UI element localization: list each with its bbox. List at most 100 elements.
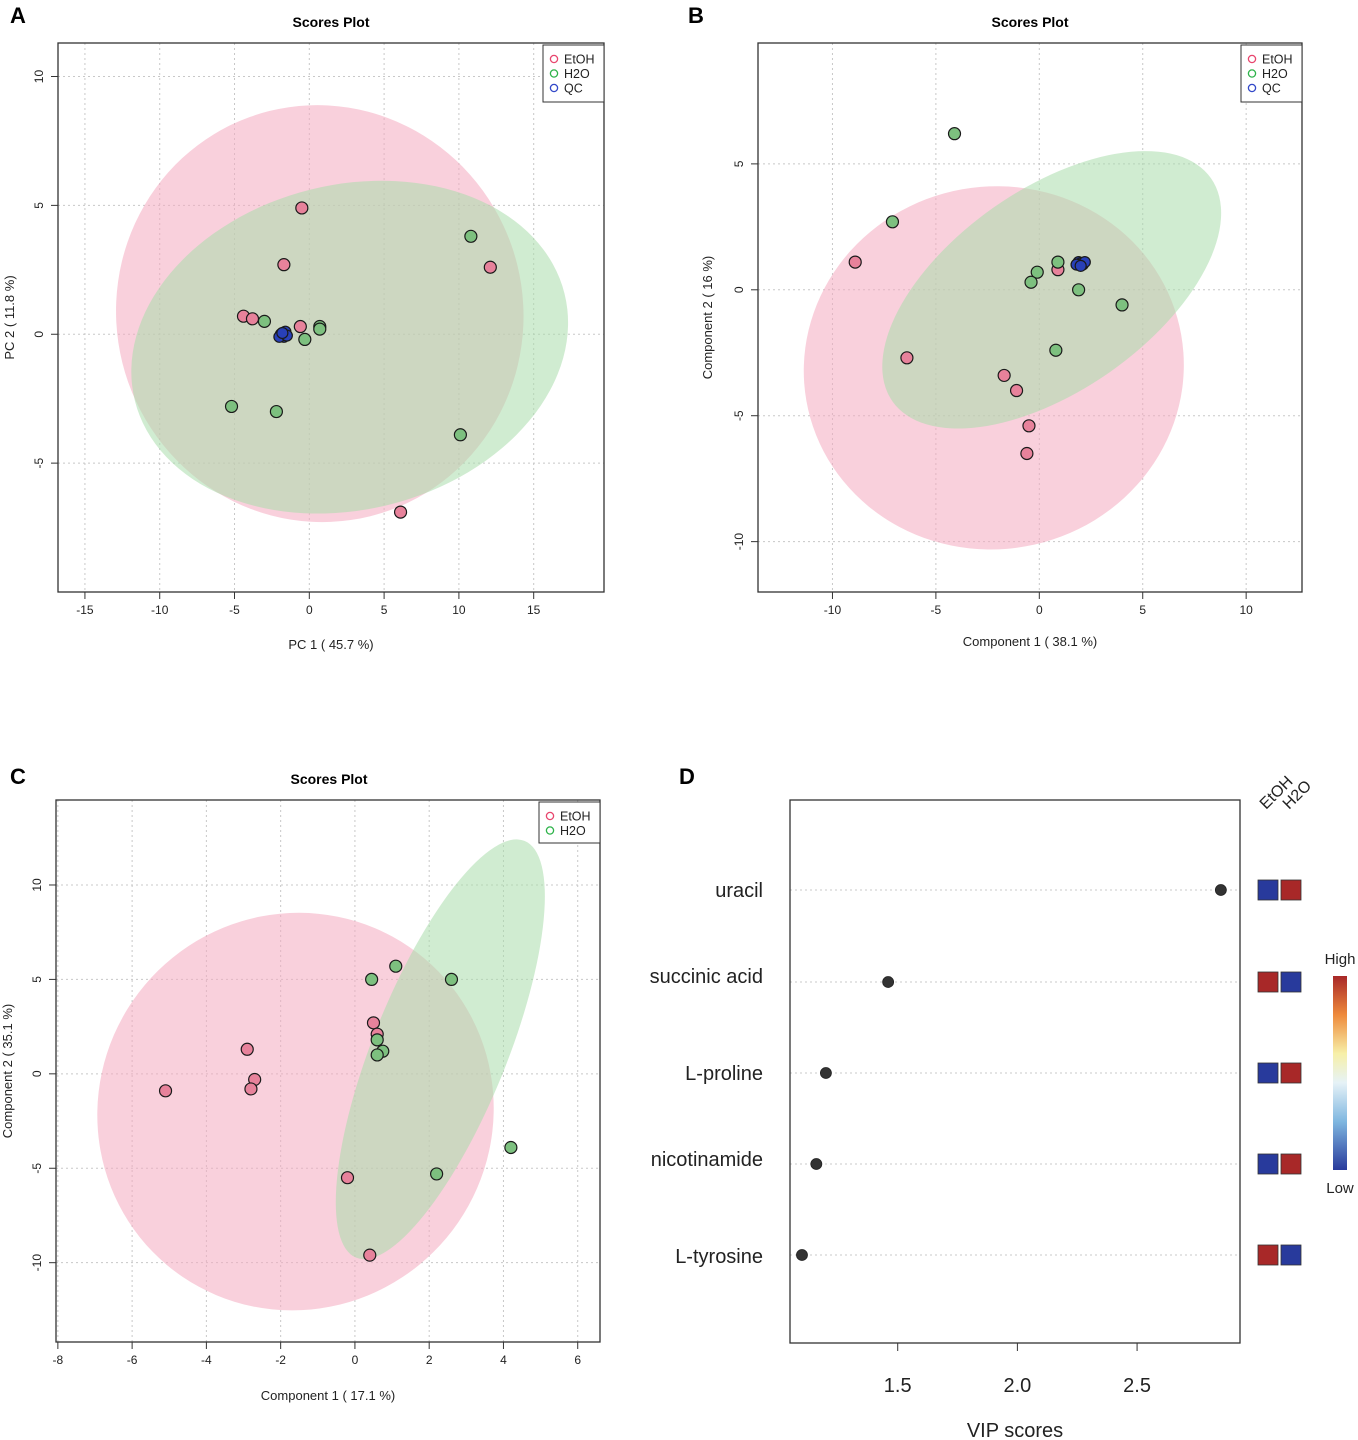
vip-score-point: [882, 976, 895, 988]
x-tick-label: 0: [1036, 603, 1043, 617]
legend-label-qc: QC: [1262, 82, 1281, 96]
data-point-h2o: [298, 332, 312, 347]
legend-marker-qc: [1247, 83, 1257, 93]
x-tick-label: 6: [574, 1353, 581, 1367]
x-tick-label: 2.5: [1123, 1375, 1151, 1397]
data-point-etoh: [393, 505, 408, 519]
panel-c: C Scores Plot -8 -6 -4 -2 0 2 4 6 -10 -5 0 5 10 Compone…: [0, 764, 601, 1403]
y-axis-label: Component 2 ( 35.1 %): [0, 1004, 15, 1138]
panel-label: A: [10, 3, 26, 28]
plot-title: Scores Plot: [290, 771, 367, 787]
data-point-etoh: [277, 258, 291, 272]
colorbar-high-label: High: [1325, 951, 1356, 968]
confidence-ellipse-h2o: [335, 839, 545, 1260]
data-point-h2o: [453, 428, 467, 442]
x-tick-label: 10: [1239, 603, 1253, 617]
data-point-h2o: [313, 322, 327, 336]
data-point-etoh: [295, 201, 309, 215]
data-point-qc: [276, 326, 289, 340]
legend-marker-h2o: [545, 826, 555, 835]
legend-label-etoh: EtOH: [560, 810, 591, 824]
x-axis-label: VIP scores: [967, 1420, 1063, 1440]
y-axis-label: Component 2 ( 16 %): [700, 256, 715, 380]
data-point-qc: [1074, 259, 1087, 272]
plot-frame: [55, 799, 601, 1343]
data-point-h2o: [370, 1033, 384, 1047]
y-tick-label: 5: [30, 976, 44, 983]
data-point-h2o: [947, 127, 962, 141]
y-axis-label: PC 2 ( 11.8 %): [2, 275, 17, 359]
legend-marker-etoh: [545, 811, 555, 821]
data-point-etoh: [997, 368, 1011, 383]
data-point-etoh: [240, 1042, 254, 1056]
heatmap-cell-etoh: [1257, 879, 1279, 901]
x-tick-label: 0: [352, 1353, 359, 1367]
legend-marker-qc: [549, 83, 559, 93]
x-axis-label: Component 1 ( 38.1 %): [963, 634, 1097, 649]
data-point-etoh: [1020, 446, 1034, 461]
x-tick-label: -8: [53, 1353, 64, 1367]
legend-label-h2o: H2O: [1262, 67, 1288, 81]
x-tick-label: -5: [229, 603, 240, 617]
panel-label: B: [688, 3, 704, 28]
data-point-h2o: [504, 1140, 518, 1155]
data-point-etoh: [340, 1171, 355, 1185]
data-point-h2o: [1051, 255, 1065, 269]
data-point-h2o: [1115, 298, 1129, 312]
data-point-h2o: [365, 972, 379, 987]
heatmap-cell-h2o: [1280, 971, 1302, 993]
data-point-etoh: [900, 351, 914, 365]
vip-score-point: [796, 1249, 808, 1261]
y-tick-label: -5: [732, 410, 746, 421]
legend-label-qc: QC: [564, 82, 583, 96]
category-label: uracil: [715, 880, 763, 902]
plot-frame: [757, 42, 1303, 593]
data-point-h2o: [1049, 343, 1063, 357]
data-point-h2o: [1072, 283, 1086, 297]
legend-marker-h2o: [549, 69, 559, 78]
x-tick-label: -10: [151, 603, 169, 617]
y-tick-label: -5: [30, 1163, 44, 1174]
confidence-ellipse-h2o: [882, 151, 1222, 429]
data-point-h2o: [269, 404, 283, 419]
heatmap-cell-h2o: [1280, 1244, 1302, 1266]
x-tick-label: 0: [306, 603, 313, 617]
data-point-h2o: [224, 399, 239, 414]
y-tick-label: 0: [32, 331, 46, 338]
x-tick-label: 4: [500, 1353, 507, 1367]
x-axis-label: PC 1 ( 45.7 %): [288, 637, 373, 652]
data-point-h2o: [885, 215, 900, 229]
data-point-etoh: [158, 1084, 173, 1098]
data-point-h2o: [430, 1167, 444, 1181]
legend-label-etoh: EtOH: [564, 53, 595, 67]
x-tick-label: -15: [76, 603, 94, 617]
legend-marker-etoh: [1247, 54, 1257, 64]
vip-score-point: [820, 1067, 832, 1079]
data-point-h2o: [370, 1048, 384, 1062]
panel-b: B Scores Plot -10 -5 0 5 10 -10 -5 0 5 Component 1 …: [688, 3, 1303, 649]
heatmap-cell-h2o: [1280, 1153, 1302, 1175]
heatmap-cell-etoh: [1257, 971, 1279, 993]
data-point-etoh: [245, 312, 260, 326]
data-point-etoh: [1022, 419, 1036, 433]
y-tick-label: -5: [32, 457, 46, 468]
legend-box: [542, 44, 605, 103]
y-tick-label: 5: [732, 160, 746, 167]
x-tick-label: -5: [931, 603, 942, 617]
x-tick-label: 2.0: [1003, 1375, 1031, 1397]
category-label: L-tyrosine: [675, 1246, 763, 1268]
y-tick-label: 10: [30, 878, 44, 892]
y-tick-label: 10: [32, 70, 46, 84]
legend-box: [1240, 44, 1303, 103]
y-tick-label: -10: [732, 533, 746, 551]
plot-frame: [57, 42, 605, 593]
data-point-etoh: [363, 1248, 377, 1262]
category-label: succinic acid: [650, 966, 763, 988]
data-point-etoh: [848, 255, 862, 269]
data-point-etoh: [366, 1016, 381, 1030]
data-point-h2o: [444, 972, 459, 987]
plot-frame: [789, 799, 1241, 1344]
data-point-h2o: [389, 959, 403, 973]
x-tick-label: -2: [275, 1353, 286, 1367]
data-point-h2o: [1030, 265, 1044, 279]
